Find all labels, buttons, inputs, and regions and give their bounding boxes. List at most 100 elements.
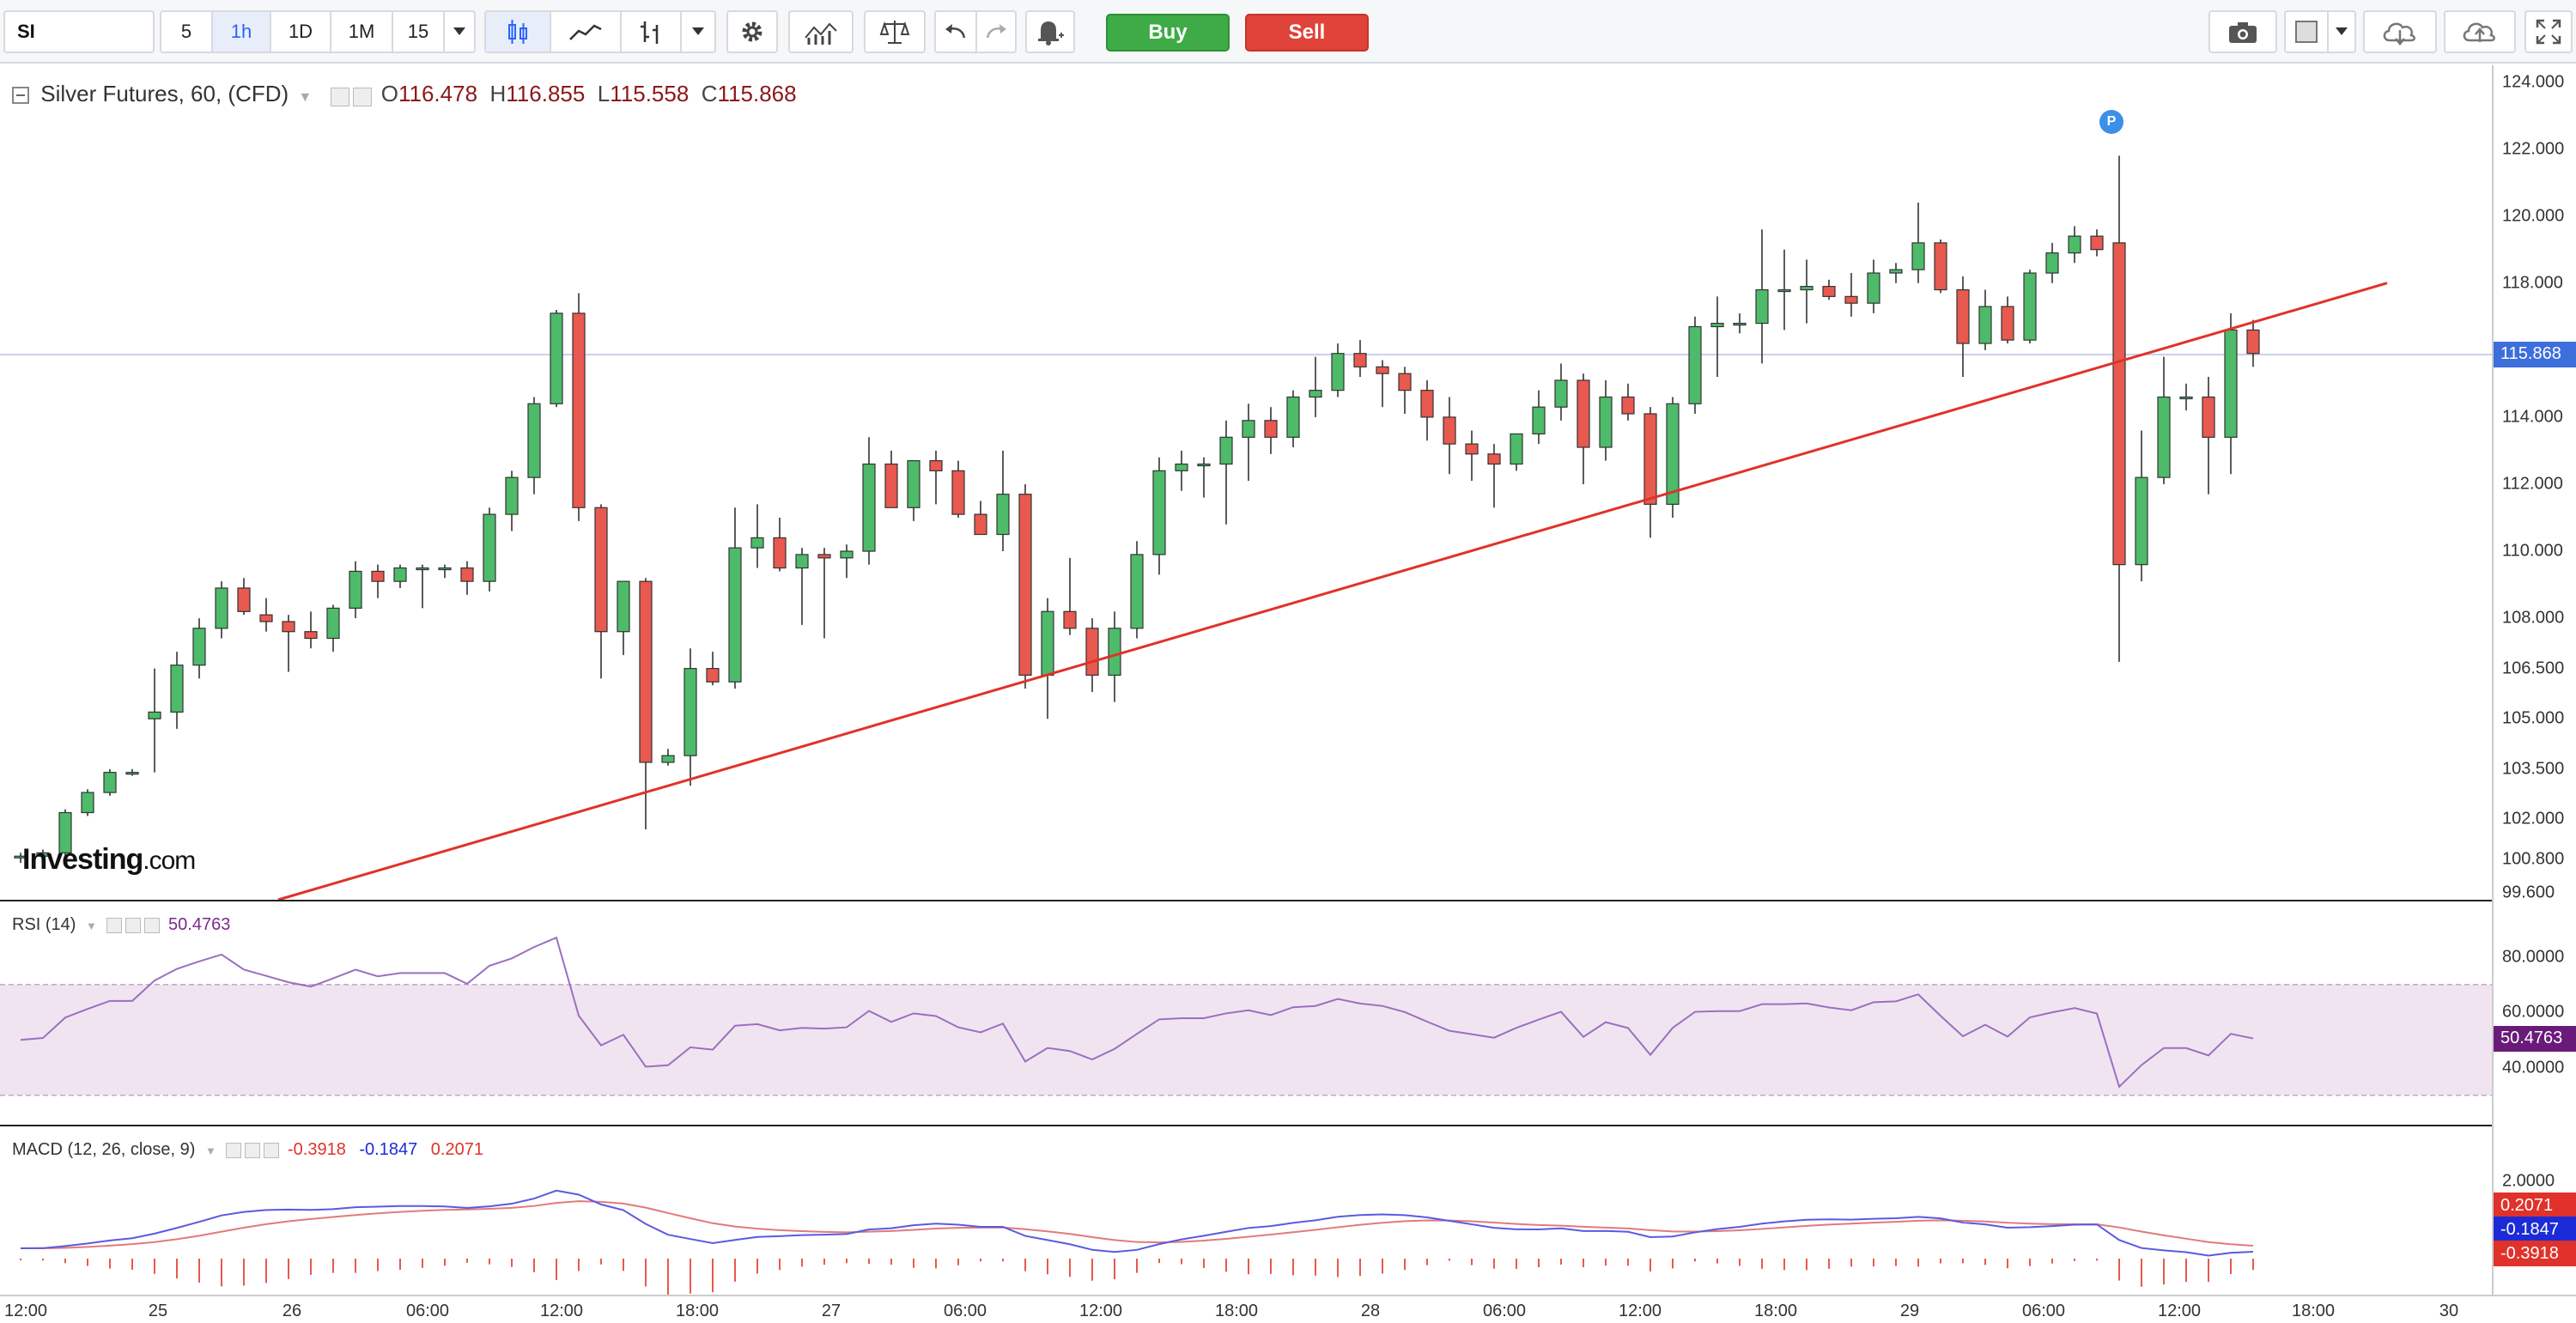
camera-icon[interactable] (2210, 12, 2275, 52)
candle-body (1532, 406, 1546, 434)
candle-body (1666, 403, 1680, 505)
sell-button[interactable]: Sell (1245, 14, 1369, 52)
legend-chevron-icon[interactable]: ▼ (298, 90, 313, 105)
macd-value-1: -0.3918 (287, 1140, 346, 1159)
cloud-download-icon[interactable] (2365, 12, 2435, 52)
alert-bell-icon[interactable] (1027, 12, 1073, 52)
time-axis-label: 27 (821, 1302, 841, 1320)
time-axis-label: 18:00 (1753, 1302, 1798, 1320)
bars-chart-icon[interactable] (622, 12, 682, 52)
candle-body (1978, 306, 1992, 344)
macd-label[interactable]: MACD (12, 26, close, 9) (12, 1140, 196, 1159)
pane-divider-macd[interactable] (0, 1125, 2492, 1126)
interval-5-button[interactable]: 5 (161, 12, 213, 52)
candle-body (1063, 610, 1077, 629)
trend-line (277, 282, 2388, 901)
open-label: O (380, 81, 398, 106)
candle-body (929, 460, 943, 471)
candle-body (148, 711, 161, 719)
layout-square-icon[interactable] (2286, 12, 2329, 52)
buy-button[interactable]: Buy (1106, 14, 1230, 52)
gear-icon[interactable] (728, 12, 776, 52)
rsi-current-tag: 50.4763 (2494, 1025, 2576, 1052)
event-marker[interactable]: P (2099, 110, 2123, 134)
macd-value-2: -0.1847 (359, 1140, 418, 1159)
candle-body (326, 607, 340, 640)
candle-body (1420, 390, 1434, 418)
legend-tools-icon[interactable] (330, 82, 375, 109)
compare-scale-icon[interactable] (866, 12, 924, 52)
candle-body (282, 621, 295, 633)
toolbar: 5 1h 1D 1M 15 (0, 0, 2576, 64)
time-axis[interactable] (0, 1295, 2576, 1323)
indicators-icon[interactable] (790, 12, 852, 52)
macd-chevron-icon[interactable]: ▼ (204, 1144, 216, 1157)
candle-body (1599, 396, 1613, 448)
candle-body (1554, 379, 1568, 408)
undo-icon[interactable] (936, 12, 977, 52)
macd-tag: -0.1847 (2494, 1217, 2576, 1242)
price-axis-label: 118.000 (2502, 273, 2563, 293)
candle-body (1487, 453, 1501, 465)
candle-body (1577, 379, 1590, 448)
price-axis-label: 108.000 (2502, 608, 2565, 628)
redo-icon[interactable] (977, 12, 1015, 52)
candle-body (617, 580, 630, 633)
price-axis-label: 112.000 (2502, 474, 2563, 494)
rsi-axis-label: 80.0000 (2502, 947, 2565, 966)
time-axis-label: 12:00 (539, 1302, 584, 1320)
macd-tag: -0.3918 (2494, 1241, 2576, 1266)
interval-15-button[interactable]: 15 (393, 12, 445, 52)
chart-canvas[interactable] (0, 65, 2492, 1295)
rsi-tools-icon[interactable] (106, 915, 163, 935)
candle-body (2135, 476, 2148, 566)
candle-body (14, 855, 27, 859)
high-value: 116.855 (506, 81, 586, 106)
rsi-label[interactable]: RSI (14) (12, 915, 76, 934)
chart-type-chevron-icon[interactable] (682, 12, 714, 52)
rsi-chevron-icon[interactable]: ▼ (86, 919, 97, 932)
candle-body (840, 550, 854, 559)
interval-1d-button[interactable]: 1D (271, 12, 331, 52)
time-axis-label: 18:00 (675, 1302, 720, 1320)
candle-body (1688, 325, 1702, 404)
instrument-title[interactable]: Silver Futures, 60, (CFD) (40, 81, 289, 106)
candle-body (371, 570, 385, 582)
price-axis-label: 100.800 (2502, 849, 2565, 869)
collapse-icon[interactable] (12, 87, 29, 105)
price-axis-label: 124.000 (2502, 72, 2565, 92)
candle-body (259, 614, 273, 622)
candle-body (1956, 288, 1970, 344)
candle-body (1353, 353, 1367, 367)
compare-group (864, 10, 926, 53)
alert-group (1025, 10, 1075, 53)
interval-1h-button[interactable]: 1h (213, 12, 271, 52)
low-value: 115.558 (610, 81, 690, 106)
candles-chart-icon[interactable] (486, 12, 551, 52)
pane-divider-rsi[interactable] (0, 900, 2492, 901)
candle-body (1844, 295, 1858, 304)
interval-dropdown-chevron-icon[interactable] (445, 12, 474, 52)
candle-body (1376, 366, 1389, 374)
candle-body (1465, 443, 1479, 455)
candle-body (1733, 322, 1747, 326)
interval-1m-button[interactable]: 1M (331, 12, 393, 52)
candle-body (907, 460, 920, 508)
candle-body (683, 668, 697, 756)
symbol-search-input[interactable] (3, 10, 155, 53)
price-axis[interactable] (2492, 65, 2576, 1295)
rsi-value: 50.4763 (168, 915, 231, 934)
fullscreen-icon[interactable] (2526, 12, 2571, 52)
line-chart-icon[interactable] (551, 12, 622, 52)
time-axis-label: 12:00 (1618, 1302, 1662, 1320)
candle-body (2202, 396, 2215, 438)
low-label: L (597, 81, 611, 106)
candle-body (2001, 306, 2014, 341)
layout-chevron-icon[interactable] (2329, 12, 2354, 52)
candle-body (2157, 396, 2171, 478)
candle-body (974, 513, 987, 536)
cloud-upload-icon[interactable] (2445, 12, 2514, 52)
macd-tools-icon[interactable] (226, 1140, 283, 1160)
indicators-group (788, 10, 854, 53)
rsi-band (0, 984, 2492, 1095)
